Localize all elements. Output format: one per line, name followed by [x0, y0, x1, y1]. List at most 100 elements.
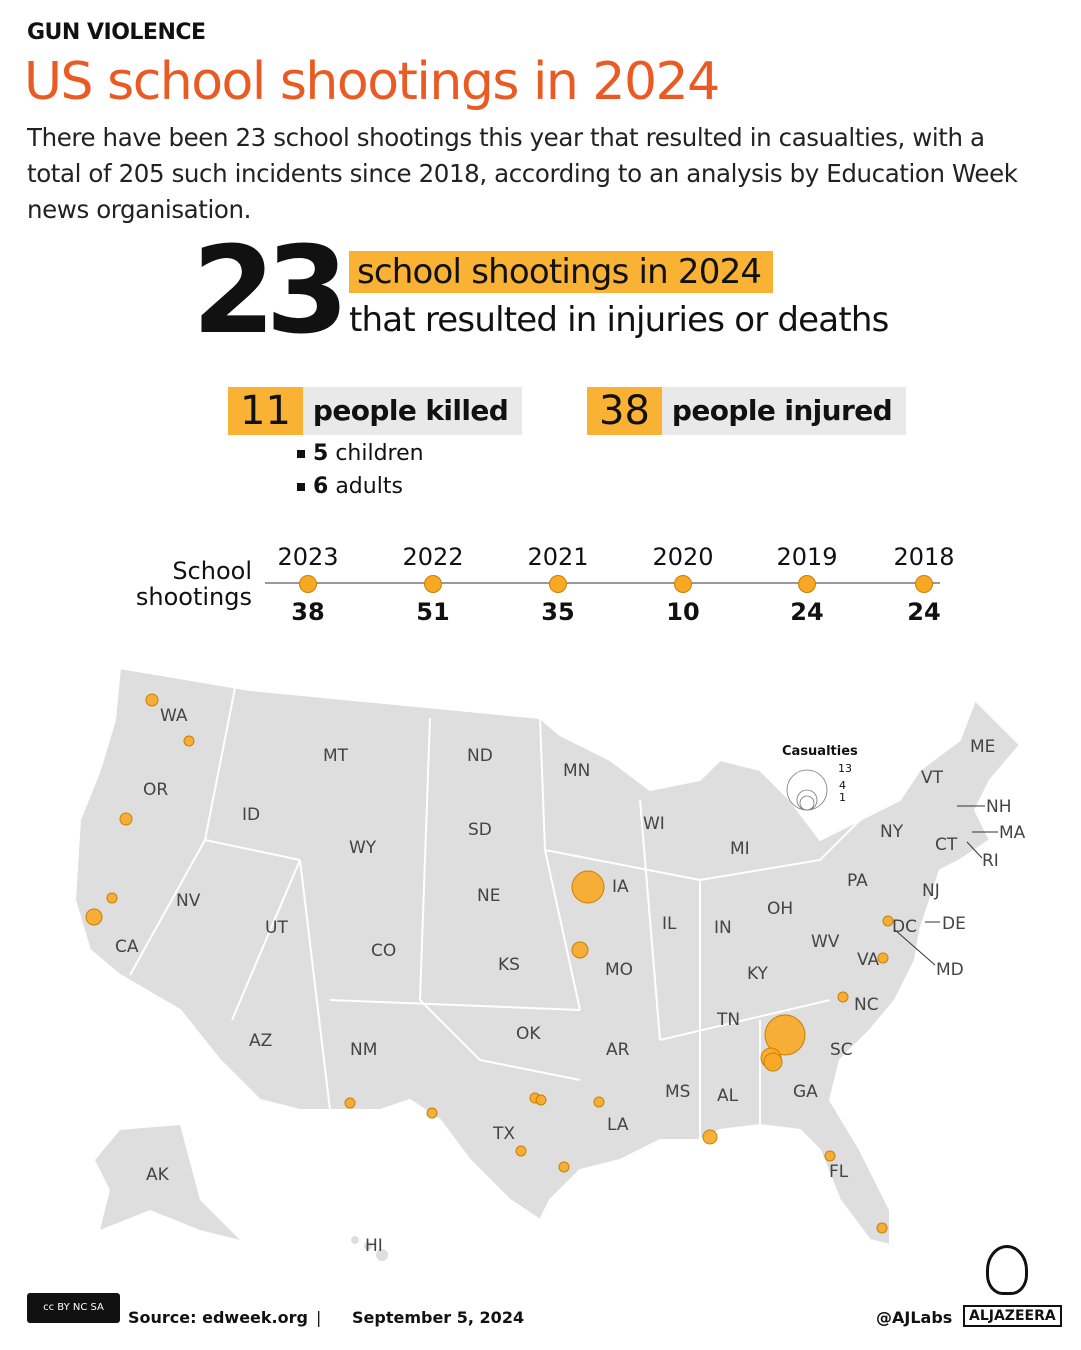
adults-label: adults [335, 474, 403, 499]
timeline-year: 2022 [402, 543, 464, 571]
page-title: US school shootings in 2024 [24, 52, 720, 112]
state-label-nm: NM [350, 1040, 378, 1060]
timeline-year: 2021 [527, 543, 589, 571]
state-label-dc: DC [892, 917, 917, 937]
state-label-ca: CA [115, 937, 139, 957]
timeline-year: 2019 [776, 543, 838, 571]
killed-value: 11 [228, 387, 303, 435]
state-label-nv: NV [176, 891, 201, 911]
leader-lines [894, 805, 998, 966]
state-label-in: IN [714, 918, 732, 938]
incident-bubble [571, 870, 605, 904]
hawaii-shape [351, 1236, 388, 1261]
state-label-wy: WY [349, 838, 377, 858]
killed-label: people killed [302, 387, 523, 435]
timeline-label: School shootings [135, 557, 252, 611]
legend-title: Casualties [782, 744, 858, 759]
killed-stat: 11 people killed [228, 387, 523, 435]
incident-bubbles [85, 693, 894, 1234]
state-label-ut: UT [265, 918, 288, 938]
kicker: GUN VIOLENCE [27, 20, 206, 45]
state-label-oh: OH [767, 899, 794, 919]
state-label-fl: FL [829, 1162, 849, 1182]
state-label-wa: WA [160, 706, 188, 726]
injured-value: 38 [587, 387, 662, 435]
state-label-me: ME [970, 737, 996, 757]
children-count: 5 [313, 441, 329, 466]
children-label: children [335, 441, 424, 466]
timeline-year: 2023 [277, 543, 339, 571]
date: September 5, 2024 [352, 1308, 525, 1327]
headline-number: 23 [192, 222, 349, 361]
state-label-sd: SD [468, 820, 492, 840]
state-label-ks: KS [498, 955, 520, 975]
adults-count: 6 [313, 474, 329, 499]
incident-bubble [882, 915, 894, 927]
state-label-pa: PA [847, 871, 868, 891]
state-borders [129, 687, 861, 1140]
incident-bubble [183, 735, 195, 747]
legend-size-small: 1 [839, 791, 846, 804]
incident-bubble [535, 1094, 547, 1106]
timeline-value: 24 [790, 598, 824, 626]
state-label-ak: AK [146, 1165, 169, 1185]
timeline-value: 10 [666, 598, 700, 626]
aljazeera-wordmark: ALJAZEERA [963, 1305, 1062, 1327]
state-label-la: LA [607, 1115, 629, 1135]
state-label-wv: WV [811, 932, 840, 952]
state-label-ne: NE [477, 886, 501, 906]
state-label-or: OR [143, 780, 169, 800]
incident-bubble [702, 1129, 718, 1145]
state-label-mo: MO [605, 960, 634, 980]
state-label-ny: NY [880, 822, 904, 842]
legend-circles [786, 769, 828, 811]
incident-bubble [593, 1096, 605, 1108]
intro-text: There have been 23 school shootings this… [27, 123, 1018, 224]
headline-subtext: that resulted in injuries or deaths [349, 300, 889, 340]
state-label-nj: NJ [922, 881, 940, 901]
state-label-tx: TX [493, 1124, 516, 1144]
state-label-sc: SC [830, 1040, 853, 1060]
incident-bubble [344, 1097, 356, 1109]
state-label-va: VA [857, 950, 880, 970]
incident-bubble [106, 892, 118, 904]
timeline-value: 35 [541, 598, 575, 626]
timeline-value: 51 [416, 598, 450, 626]
state-label-nh: NH [986, 797, 1012, 817]
timeline-year: 2020 [652, 543, 714, 571]
alaska-shape [95, 1125, 240, 1240]
us-map [73, 666, 1022, 1261]
state-label-al: AL [717, 1086, 739, 1106]
state-label-ri: RI [982, 851, 999, 871]
headline-highlight: school shootings in 2024 [349, 251, 774, 293]
injured-stat: 38 people injured [587, 387, 907, 435]
incident-bubble [837, 991, 849, 1003]
state-label-ms: MS [665, 1082, 691, 1102]
state-label-ia: IA [612, 877, 629, 897]
state-label-ar: AR [606, 1040, 630, 1060]
state-label-co: CO [371, 941, 397, 961]
timeline-value: 24 [907, 598, 941, 626]
aljazeera-logo-icon [986, 1245, 1028, 1295]
state-label-de: DE [942, 914, 966, 934]
state-label-wi: WI [643, 814, 665, 834]
state-label-vt: VT [921, 768, 944, 788]
legend-size-large: 13 [838, 762, 852, 775]
incident-bubble [876, 1222, 888, 1234]
state-label-il: IL [662, 914, 677, 934]
state-label-nc: NC [854, 995, 879, 1015]
timeline-dot [424, 575, 442, 593]
bullet-children: 5 children [297, 441, 424, 466]
timeline-dot [549, 575, 567, 593]
incident-bubble [877, 952, 889, 964]
state-label-tn: TN [717, 1010, 741, 1030]
state-label-ma: MA [999, 823, 1026, 843]
state-label-ok: OK [516, 1024, 541, 1044]
incident-bubble [824, 1150, 836, 1162]
timeline-dot [674, 575, 692, 593]
legend-size-medium: 4 [839, 779, 846, 792]
incident-bubble [763, 1052, 783, 1072]
state-label-id: ID [242, 805, 261, 825]
timeline-line [265, 582, 940, 584]
